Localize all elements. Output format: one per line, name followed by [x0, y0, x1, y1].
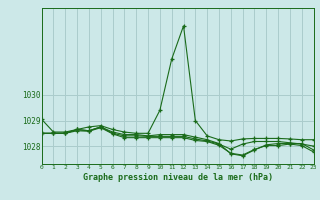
X-axis label: Graphe pression niveau de la mer (hPa): Graphe pression niveau de la mer (hPa): [83, 173, 273, 182]
